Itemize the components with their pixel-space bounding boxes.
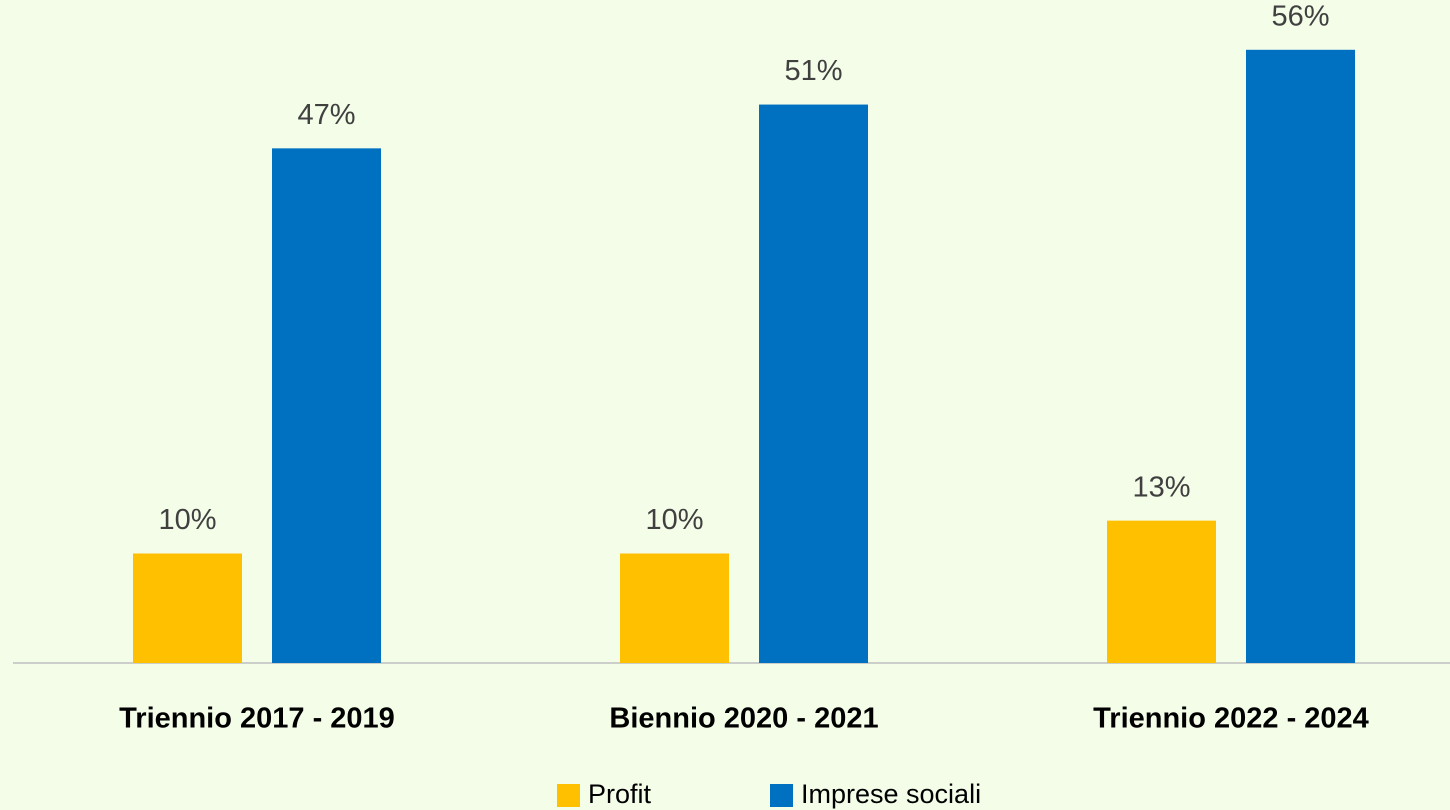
bar — [272, 148, 381, 664]
bar — [1246, 49, 1355, 664]
bar — [133, 553, 242, 663]
legend-label: Imprese sociali — [801, 779, 981, 809]
data-label: 10% — [158, 504, 216, 536]
data-label: 13% — [1132, 471, 1190, 503]
data-label: 56% — [1271, 0, 1329, 32]
x-tick-label: Biennio 2020 - 2021 — [609, 703, 878, 735]
data-label: 10% — [645, 504, 703, 536]
legend-swatch — [557, 784, 580, 807]
data-label: 51% — [784, 55, 842, 87]
bar — [759, 104, 868, 664]
legend-label: Profit — [588, 779, 652, 809]
data-label: 47% — [297, 99, 355, 131]
x-tick-label: Triennio 2017 - 2019 — [119, 703, 395, 735]
bar — [620, 553, 729, 663]
legend-swatch — [770, 784, 793, 807]
x-tick-label: Triennio 2022 - 2024 — [1093, 703, 1369, 735]
bar — [1107, 520, 1216, 663]
